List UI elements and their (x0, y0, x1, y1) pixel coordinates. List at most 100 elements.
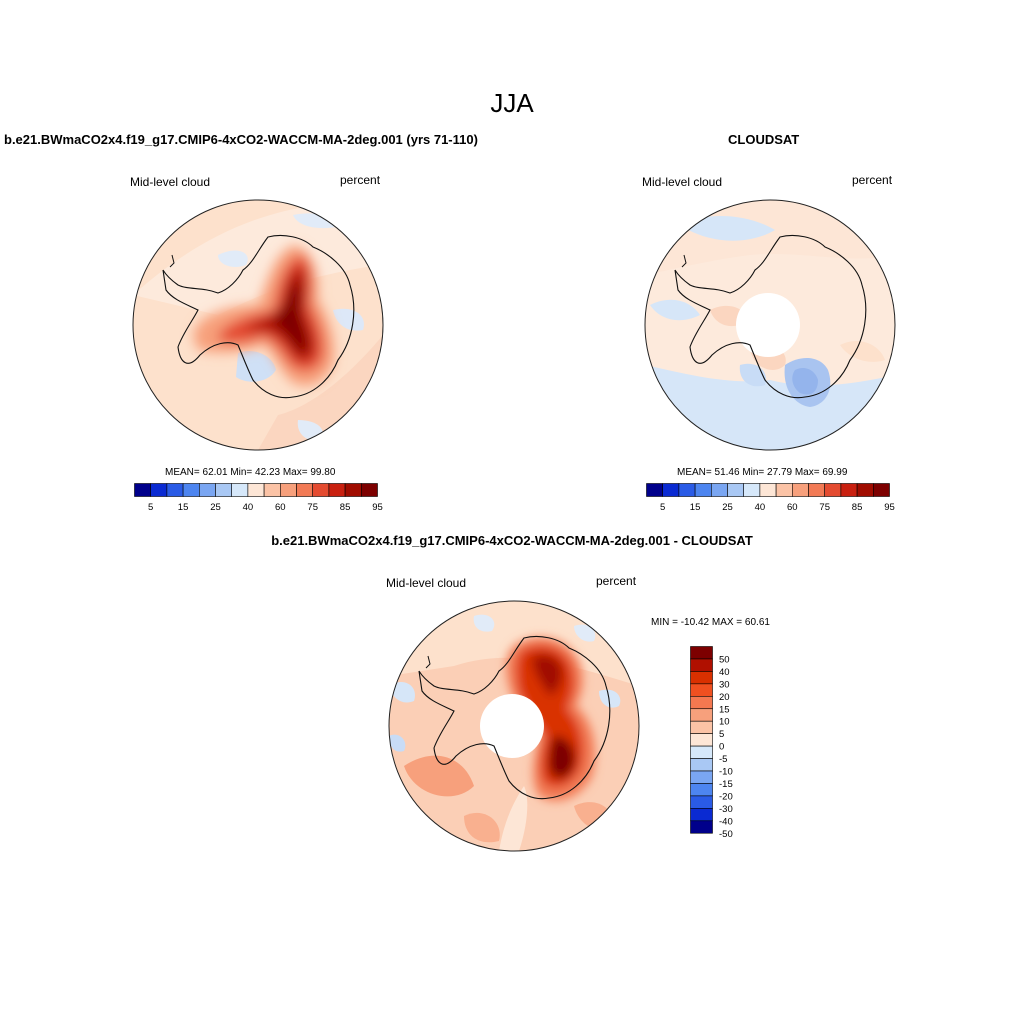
panel1-colorbar-box (150, 483, 168, 497)
panel3-colorbar-tick-label: 30 (719, 679, 730, 690)
panel3-colorbar-boxes (690, 646, 713, 834)
panel3-colorbar-box (690, 758, 713, 772)
panel1-colorbar-box (166, 483, 184, 497)
panel2-variable-label: Mid-level cloud (642, 175, 723, 189)
panel3-colorbar-tick-label: 15 (719, 704, 730, 715)
panel1-colorbar-tick-label: 95 (372, 502, 383, 513)
panel1-colorbar-box (263, 483, 281, 497)
panel3-colorbar-box (690, 808, 713, 822)
panel1-colorbar-boxes (134, 483, 378, 497)
panel1-polar-map (132, 199, 384, 451)
panel3-colorbar-tick-label: -30 (719, 804, 733, 815)
panel2-colorbar-tick-label: 60 (787, 502, 798, 513)
panel3-colorbar-box (690, 733, 713, 747)
panel1-stats: MEAN= 62.01 Min= 42.23 Max= 99.80 (165, 467, 336, 478)
panel1-colorbar-box (296, 483, 314, 497)
panel1-colorbar-tick-label: 60 (275, 502, 286, 513)
panel3-colorbar-box (690, 745, 713, 759)
panel2-colorbar-tick-label: 25 (722, 502, 733, 513)
panel2-colorbar-box (775, 483, 793, 497)
panel2-colorbar-box (743, 483, 761, 497)
panel2-colorbar-tick-label: 75 (819, 502, 830, 513)
panel2-colorbar-box (711, 483, 728, 497)
panel3-colorbar-tick-label: -40 (719, 816, 733, 827)
panel3-colorbar-box (690, 695, 713, 710)
panel2-colorbar-box (646, 483, 664, 497)
panel2-colorbar-box (759, 483, 777, 497)
panel2-colorbar-ticks: 5 15 25 40 60 75 85 95 (660, 502, 895, 513)
panel2-colorbar-box (678, 483, 696, 497)
panel1-units-label: percent (340, 173, 381, 187)
panel2-units-label: percent (852, 173, 893, 187)
panel2-colorbar-box (694, 483, 712, 497)
panel1-colorbar-box (134, 483, 152, 497)
panel1-colorbar-tick-label: 25 (210, 502, 221, 513)
panel2-colorbar-boxes (646, 483, 890, 497)
figure-title: JJA (490, 88, 534, 118)
panel3-colorbar-box (690, 646, 713, 660)
panel2-colorbar-box (873, 483, 890, 497)
panel3-colorbar-tick-label: 20 (719, 692, 730, 703)
panel3-colorbar-tick-label: -50 (719, 829, 733, 840)
panel3-colorbar-tick-label: -5 (719, 754, 727, 765)
panel2-title: CLOUDSAT (728, 132, 800, 147)
panel3-colorbar-tick-label: -10 (719, 767, 733, 778)
panel2-colorbar-tick-label: 15 (690, 502, 701, 513)
panel2-stats: MEAN= 51.46 Min= 27.79 Max= 69.99 (677, 467, 848, 478)
panel2-colorbar-box (662, 483, 680, 497)
panel1-colorbar-box (280, 483, 297, 497)
panel3-polar-map (388, 600, 640, 852)
panel3-colorbar-box (690, 671, 713, 685)
panel1-colorbar-box (328, 483, 346, 497)
panel3-colorbar-tick-label: 10 (719, 717, 730, 728)
panel1-colorbar-tick-label: 40 (243, 502, 254, 513)
panel3-colorbar-box (690, 708, 713, 722)
panel3-colorbar-tick-label: -20 (719, 791, 733, 802)
panel1-colorbar-box (361, 483, 378, 497)
panel2-colorbar-box (727, 483, 745, 497)
panel3-colorbar-tick-label: 0 (719, 742, 724, 753)
panel1-colorbar-box (215, 483, 233, 497)
panel1-colorbar: 5 15 25 40 60 75 85 95 (134, 483, 383, 513)
panel1-colorbar-box (231, 483, 249, 497)
panel1-colorbar-tick-label: 15 (178, 502, 189, 513)
panel2-polar-map (644, 199, 896, 451)
panel2-colorbar-tick-label: 40 (755, 502, 766, 513)
panel1-colorbar-tick-label: 5 (148, 502, 153, 513)
panel2-colorbar-box (856, 483, 874, 497)
panel3-colorbar-box (690, 658, 713, 672)
panel1-colorbar-box (199, 483, 216, 497)
panel2-colorbar-tick-label: 85 (852, 502, 863, 513)
panel3-units-label: percent (596, 574, 637, 588)
panel2-colorbar-box (824, 483, 842, 497)
panel1-colorbar-tick-label: 75 (307, 502, 318, 513)
panel1-variable-label: Mid-level cloud (130, 175, 211, 189)
panel1-colorbar-box (182, 483, 200, 497)
panel1-colorbar-box (344, 483, 362, 497)
panel1-colorbar-tick-label: 85 (340, 502, 351, 513)
panel3-colorbar-tick-label: 50 (719, 654, 730, 665)
panel2-colorbar-box (808, 483, 826, 497)
panel3-colorbar-box (690, 770, 713, 784)
panel3-variable-label: Mid-level cloud (386, 576, 467, 590)
panel3-colorbar-tick-label: 40 (719, 667, 730, 678)
panel1-colorbar-ticks: 5 15 25 40 60 75 85 95 (148, 502, 383, 513)
panel3-colorbar-box (690, 795, 713, 809)
panel3-colorbar-box (690, 720, 713, 734)
panel2-colorbar-box (840, 483, 858, 497)
panel3-stats: MIN = -10.42 MAX = 60.61 (651, 617, 770, 628)
panel3-colorbar-box (690, 820, 713, 834)
panel1-colorbar-box (247, 483, 265, 497)
panel3-colorbar-box (690, 683, 713, 697)
panel3-title: b.e21.BWmaCO2x4.f19_g17.CMIP6-4xCO2-WACC… (271, 533, 753, 548)
panel3-colorbar-box (690, 783, 713, 797)
panel3-colorbar-tick-label: 5 (719, 729, 724, 740)
panel2-colorbar-box (792, 483, 809, 497)
panel3-colorbar-tick-label: -15 (719, 779, 733, 790)
panel2-colorbar-tick-label: 95 (884, 502, 895, 513)
panel2-colorbar: 5 15 25 40 60 75 85 95 (646, 483, 895, 513)
panel1-title: b.e21.BWmaCO2x4.f19_g17.CMIP6-4xCO2-WACC… (4, 132, 478, 147)
panel1-colorbar-box (312, 483, 330, 497)
